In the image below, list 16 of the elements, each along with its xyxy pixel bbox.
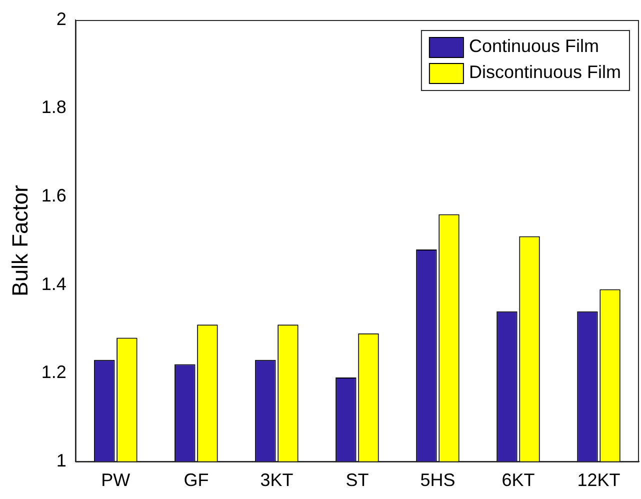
y-tick-label: 1.6 xyxy=(41,186,66,206)
y-tick-label: 1.8 xyxy=(41,97,66,118)
x-tick-label: 3KT xyxy=(260,470,294,490)
legend-label: Continuous Film xyxy=(468,36,600,56)
y-tick-label: 2 xyxy=(56,8,66,29)
y-tick-label: 1.4 xyxy=(41,274,66,294)
y-axis-title: Bulk Factor xyxy=(7,185,32,296)
y-tick-label: 1 xyxy=(56,450,66,470)
x-tick-label: GF xyxy=(184,470,209,490)
legend-label: Discontinuous Film xyxy=(468,62,622,82)
x-tick-label: 6KT xyxy=(502,470,535,490)
y-tick-label: 1.2 xyxy=(41,362,66,382)
x-tick-label: ST xyxy=(346,470,369,490)
x-tick-label: 5HS xyxy=(420,470,456,490)
x-tick-label: PW xyxy=(101,470,130,490)
x-tick-label: 12KT xyxy=(577,470,620,490)
